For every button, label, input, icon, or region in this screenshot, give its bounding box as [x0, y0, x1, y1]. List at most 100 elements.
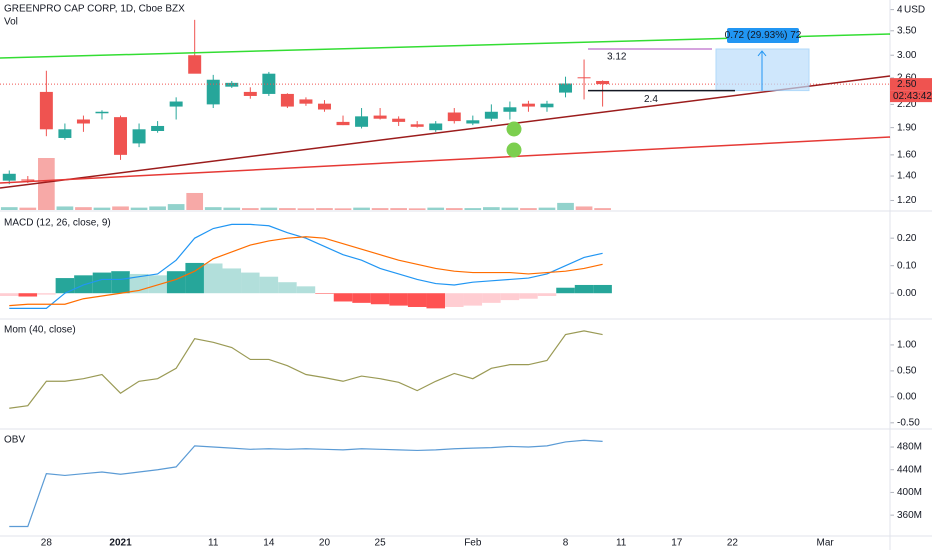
macd-title: MACD (12, 26, close, 9) [4, 218, 111, 229]
marks: 4 3.50 3.00 2.60 2.20 1.90 1.60 1.40 1.20 0.20 0.1… [0, 4, 922, 549]
y-tick-label: -0.50 [897, 417, 920, 428]
obv-title: OBV [4, 435, 25, 446]
price-level-label: 2.4 [644, 94, 658, 105]
volume-bar [334, 208, 352, 210]
trend-line [0, 136, 891, 184]
y-tick-label: 1.00 [897, 340, 917, 351]
volume-bar [204, 207, 222, 210]
indicator-line [9, 236, 603, 307]
volume-bar [538, 207, 556, 210]
volume-bar [464, 208, 482, 210]
volume-bar [594, 208, 611, 210]
currency-label: USD [904, 5, 925, 16]
histogram-bar [407, 293, 427, 307]
candle-body [225, 82, 239, 87]
candle-body [132, 129, 146, 144]
x-tick-label: 17 [671, 538, 683, 549]
histogram-bar [18, 293, 38, 297]
y-tick-label: 1.20 [897, 195, 917, 206]
y-tick-label: 3.00 [897, 50, 917, 61]
indicator-line [9, 439, 603, 528]
candle-body [151, 125, 165, 131]
histogram-bar [389, 293, 408, 306]
volume-bar [501, 207, 519, 210]
histogram-bar [166, 271, 186, 294]
histogram-bar [259, 276, 279, 294]
volume-bar [297, 208, 315, 210]
candle-body [484, 111, 498, 119]
y-tick-label: 1.40 [897, 171, 917, 182]
candle-body [373, 115, 387, 119]
last-price-label: 2.50 [897, 79, 917, 90]
candle-body [447, 112, 461, 122]
volume-bar [186, 192, 204, 210]
x-tick-label: 11 [616, 538, 627, 549]
histogram-bar [0, 293, 19, 296]
histogram-bar [241, 272, 260, 294]
histogram-bar [352, 293, 371, 303]
candle-body [21, 179, 35, 181]
volume-bar [75, 207, 92, 210]
candle-body [76, 119, 90, 124]
y-tick-label: 2.60 [897, 73, 917, 84]
x-tick-label: Feb [464, 538, 482, 549]
trend-line [0, 75, 891, 189]
x-tick-label: 11 [208, 538, 219, 549]
candle-body [577, 77, 591, 79]
candle-body [95, 111, 109, 114]
candle-body [169, 101, 183, 107]
histogram-bar [537, 293, 557, 296]
volume-title: Vol [4, 17, 18, 28]
histogram-bar [519, 293, 538, 299]
volume-bar [93, 207, 111, 210]
histogram-bar [148, 275, 167, 294]
histogram-bar [222, 268, 242, 294]
y-tick-label: 0.00 [897, 391, 917, 402]
candle-body [317, 103, 331, 110]
y-tick-label: 0.50 [897, 366, 917, 377]
volume-bar [38, 158, 55, 210]
histogram-bar [556, 287, 575, 294]
candle-body [2, 173, 16, 181]
candle-body [262, 73, 276, 94]
volume-bar [19, 207, 37, 210]
histogram-bar [500, 293, 520, 301]
volume-bar [483, 207, 500, 210]
volume-bar [149, 206, 166, 210]
histogram-bar [185, 262, 204, 294]
y-tick-label: 0.00 [897, 288, 917, 299]
candle-body [355, 116, 369, 127]
y-tick-label: 1.90 [897, 122, 917, 133]
y-tick-label: 1.60 [897, 150, 917, 161]
y-tick-label: 440M [897, 464, 922, 475]
volume-bar [167, 204, 185, 210]
volume-bar [0, 207, 18, 210]
price-level-label: 3.12 [607, 52, 627, 63]
histogram-bar [129, 273, 149, 294]
histogram-bar [74, 275, 93, 294]
countdown-label: 02:43:42 [893, 91, 932, 102]
candle-body [39, 91, 53, 130]
volume-bar [390, 208, 407, 210]
volume-bar [316, 208, 333, 210]
histogram-bar [111, 271, 130, 294]
volume-bar [260, 207, 278, 210]
histogram-bar [315, 293, 334, 294]
mom-title: Mom (40, close) [4, 325, 76, 336]
candle-body [206, 79, 220, 105]
countdown-tag [890, 90, 932, 103]
candle-body [410, 124, 424, 127]
y-tick-label: 0.20 [897, 233, 917, 244]
histogram-bar [593, 284, 612, 294]
volume-bar [557, 202, 574, 210]
y-tick-label: 4 [897, 4, 903, 15]
histogram-bar [296, 286, 316, 294]
volume-bar [112, 206, 129, 210]
y-tick-label: 3.50 [897, 25, 917, 36]
candle-body [392, 118, 406, 122]
y-tick-label: 480M [897, 442, 922, 453]
y-tick-label: 360M [897, 510, 922, 521]
histogram-bar [445, 293, 464, 307]
